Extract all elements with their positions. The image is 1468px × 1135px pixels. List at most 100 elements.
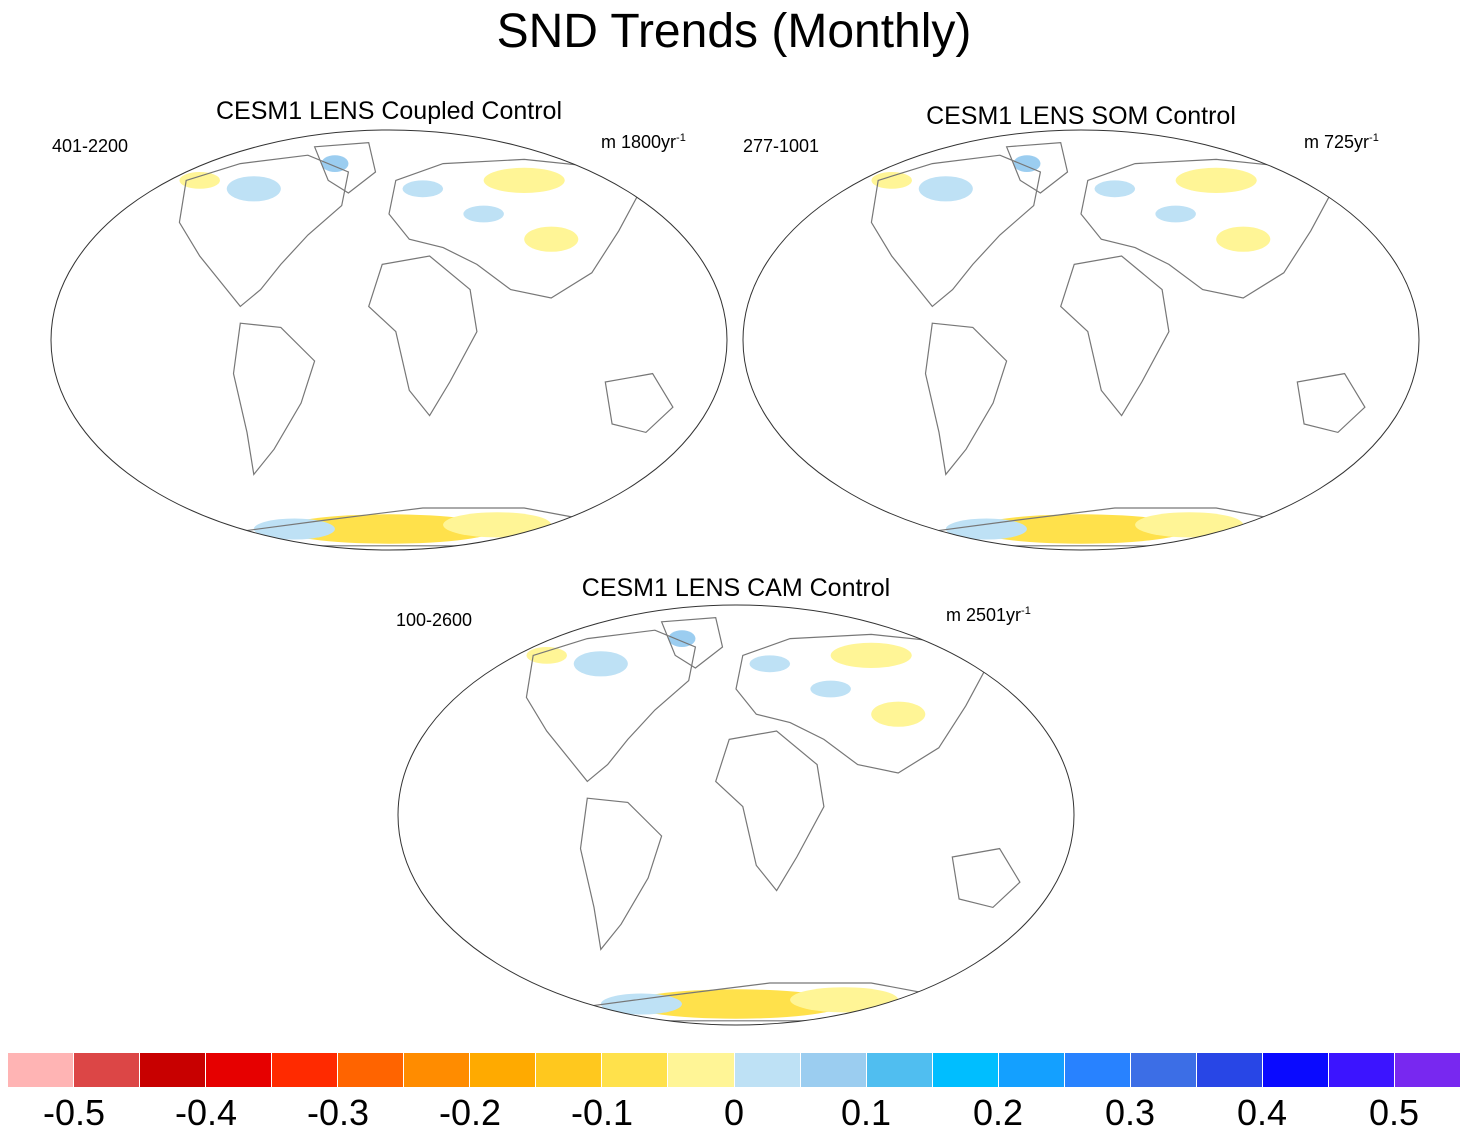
colorbar-swatch [734,1053,801,1087]
map-boundary [397,604,1075,1026]
snow-trend-area [483,167,565,193]
snow-trend-area [1094,180,1136,198]
snow-trend-area [280,514,498,544]
snow-trend-area [402,180,444,198]
colorbar-swatch [140,1053,207,1087]
coastline-northAmerica [870,154,1042,308]
colorbar-swatch [1328,1053,1395,1087]
colorbar-swatch [536,1053,603,1087]
snow-trend-area [830,642,912,668]
units-text: m 2501yr [946,605,1022,625]
map-panel-som: CESM1 LENS SOM Control 277-1001 m 725yr-… [740,95,1422,555]
snow-trend-area [749,655,791,673]
snow-trend-area [627,989,845,1019]
coastline-australia [1296,372,1366,434]
colorbar-tick-label: -0.2 [438,1092,502,1133]
coastline-africa [1060,255,1170,417]
snow-trend-area [321,155,349,172]
snow-trend-area [573,651,628,677]
snow-trend-area [918,176,973,202]
colorbar-swatch [602,1053,669,1087]
colorbar-swatch [1394,1053,1461,1087]
units-text: m 1800yr [601,132,677,152]
colorbar-swatch [272,1053,339,1087]
snow-trend-area [463,205,504,223]
colorbar-swatch [404,1053,471,1087]
snow-trend-area [1175,167,1257,193]
panel-title: CESM1 LENS Coupled Control [216,97,562,125]
units-exponent: -1 [1369,132,1379,144]
snow-trend-area [524,226,579,252]
snow-trend-area [1135,512,1244,538]
figure-title: SND Trends (Monthly) [496,5,972,58]
snow-trend-area [871,701,926,727]
snow-trend-area [600,993,682,1015]
snow-trend-area [1013,155,1041,172]
colorbar-swatch [1262,1053,1329,1087]
colorbar-swatch [1064,1053,1131,1087]
colorbar-tick-label: -0.4 [174,1092,238,1133]
world-map [742,129,1420,551]
coastline-africa [368,255,478,417]
colorbar-tick-label: -0.1 [570,1092,634,1133]
colorbar-tick-label: -0.5 [42,1092,106,1133]
coastline-greenland [1005,141,1069,194]
range-label: 277-1001 [743,136,820,156]
colorbar-swatch [338,1053,405,1087]
colorbar-swatch [932,1053,999,1087]
snow-trend-area [972,514,1190,544]
colorbar-swatch [470,1053,537,1087]
coastline-australia [951,847,1021,909]
colorbar [8,1053,1461,1087]
snow-trend-area [871,172,912,189]
colorbar-swatch [998,1053,1065,1087]
units-exponent: -1 [1021,605,1031,617]
coastline-southAmerica [232,322,316,476]
colorbar-swatch [866,1053,933,1087]
colorbar-swatch [74,1053,141,1087]
map-boundary [50,129,728,551]
panel-title: CESM1 LENS SOM Control [926,102,1236,130]
range-label: 100-2600 [396,610,473,630]
coastline-africa [715,730,825,892]
range-label: 401-2200 [52,136,129,156]
coastline-northAmerica [525,629,697,783]
snow-trend-area [526,647,567,664]
map-panel-coupled: CESM1 LENS Coupled Control 401-2200 m 18… [48,95,730,555]
colorbar-swatch [1130,1053,1197,1087]
world-map [50,129,728,551]
snow-trend-area [253,518,335,540]
colorbar-tick-label: -0.3 [306,1092,370,1133]
coastline-greenland [313,141,377,194]
colorbar-tick-label: 0.2 [972,1092,1024,1133]
snow-trend-area [179,172,220,189]
colorbar-swatch [206,1053,273,1087]
coastline-greenland [660,616,724,669]
snow-trend-area [226,176,281,202]
colorbar-swatch [800,1053,867,1087]
coastline-eurasia [735,633,987,774]
coastline-southAmerica [924,322,1008,476]
units-exponent: -1 [676,132,686,144]
coastline-eurasia [388,158,640,299]
map-boundary [742,129,1420,551]
colorbar-swatch [8,1053,75,1087]
units-label: m 725yr-1 [1304,132,1379,153]
colorbar-tick-label: 0.4 [1236,1092,1288,1133]
panel-title: CESM1 LENS CAM Control [581,574,891,602]
snow-trend-area [1155,205,1196,223]
map-panel-cam: CESM1 LENS CAM Control 100-2600 m 2501yr… [395,570,1077,1030]
snow-trend-area [443,512,552,538]
snow-trend-area [810,680,851,698]
units-text: m 725yr [1304,132,1370,152]
snow-trend-area [790,987,899,1013]
coastline-eurasia [1080,158,1332,299]
colorbar-tick-label: 0.3 [1104,1092,1156,1133]
colorbar-tick-label: 0 [723,1092,745,1133]
world-map [397,604,1075,1026]
colorbar-swatch [1196,1053,1263,1087]
units-label: m 1800yr-1 [601,132,686,153]
snow-trend-area [1216,226,1271,252]
colorbar-tick-label: 0.5 [1368,1092,1420,1133]
colorbar-swatch [668,1053,735,1087]
